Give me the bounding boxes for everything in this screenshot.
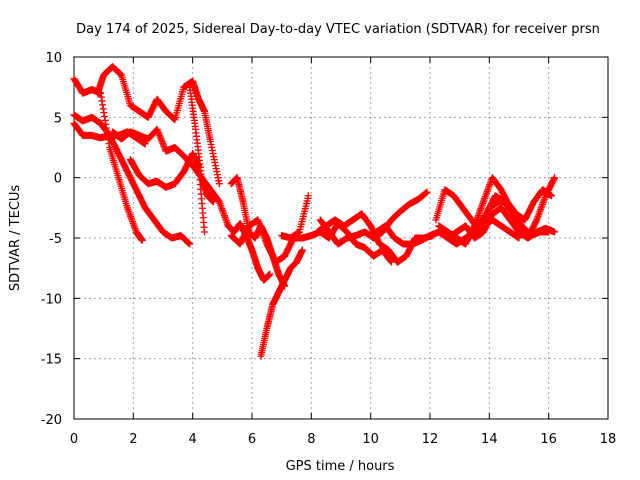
- series-track-19: [473, 192, 553, 240]
- y-tick-label: -15: [41, 353, 62, 368]
- y-tick-label: 10: [45, 51, 62, 66]
- data-point: [551, 228, 559, 236]
- axis-ticks: 0 2 4 6 8 10 12 14 16 18 -20 -15 -10 -5 0 5 10: [41, 51, 617, 447]
- data-point: [138, 236, 146, 244]
- data-point: [215, 180, 223, 188]
- data-point: [209, 198, 217, 206]
- data-point: [545, 228, 553, 236]
- y-tick-label: 5: [54, 111, 62, 126]
- data-point: [266, 270, 274, 278]
- y-tick-label: 0: [54, 172, 62, 187]
- x-axis-label: GPS time / hours: [286, 459, 395, 474]
- data-points: [70, 63, 559, 360]
- data-point: [304, 192, 312, 200]
- x-tick-label: 4: [189, 432, 197, 447]
- data-point: [387, 258, 395, 266]
- x-tick-label: 18: [600, 432, 617, 447]
- x-tick-label: 0: [70, 432, 78, 447]
- series-track-1: [70, 75, 146, 244]
- y-tick-label: -5: [49, 232, 62, 247]
- series-track-7: [186, 83, 217, 206]
- data-point: [201, 228, 209, 236]
- data-point: [298, 246, 306, 254]
- x-tick-label: 14: [481, 432, 498, 447]
- x-tick-label: 8: [307, 432, 315, 447]
- y-axis-label: SDTVAR / TECUs: [8, 185, 23, 292]
- y-tick-label: -10: [41, 292, 62, 307]
- data-point: [551, 174, 559, 182]
- data-point: [186, 240, 194, 248]
- y-tick-label: -20: [41, 413, 62, 428]
- series-track-4: [94, 63, 223, 188]
- x-tick-label: 6: [248, 432, 256, 447]
- series-track-3: [70, 119, 194, 248]
- x-tick-label: 16: [540, 432, 557, 447]
- x-tick-label: 10: [362, 432, 379, 447]
- x-tick-label: 12: [422, 432, 439, 447]
- data-point: [141, 140, 149, 148]
- series-track-12: [278, 192, 312, 242]
- x-tick-label: 2: [129, 432, 137, 447]
- chart-title: Day 174 of 2025, Sidereal Day-to-day VTE…: [76, 22, 600, 37]
- series-track-10: [257, 246, 306, 360]
- data-point: [423, 188, 431, 196]
- data-point: [548, 192, 556, 200]
- series-track-6: [126, 150, 209, 236]
